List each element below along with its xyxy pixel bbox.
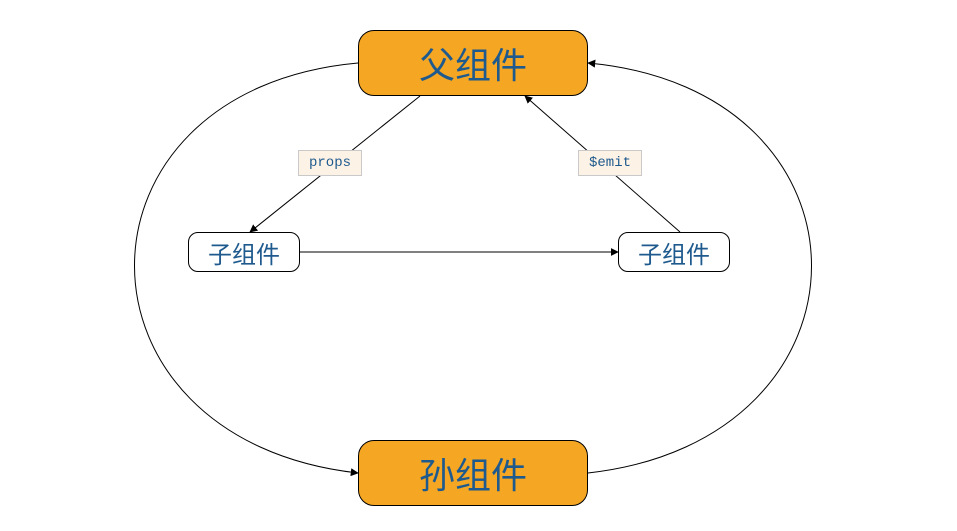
node-child-left-label: 子组件 bbox=[208, 235, 280, 270]
node-parent: 父组件 bbox=[358, 30, 588, 96]
edge-label-emit: $emit bbox=[578, 150, 642, 176]
node-grandchild: 孙组件 bbox=[358, 440, 588, 506]
node-grandchild-label: 孙组件 bbox=[419, 447, 527, 499]
node-child-right-label: 子组件 bbox=[638, 235, 710, 270]
node-child-left: 子组件 bbox=[188, 232, 300, 272]
edge-label-props: props bbox=[298, 150, 362, 176]
node-child-right: 子组件 bbox=[618, 232, 730, 272]
node-parent-label: 父组件 bbox=[419, 37, 527, 89]
